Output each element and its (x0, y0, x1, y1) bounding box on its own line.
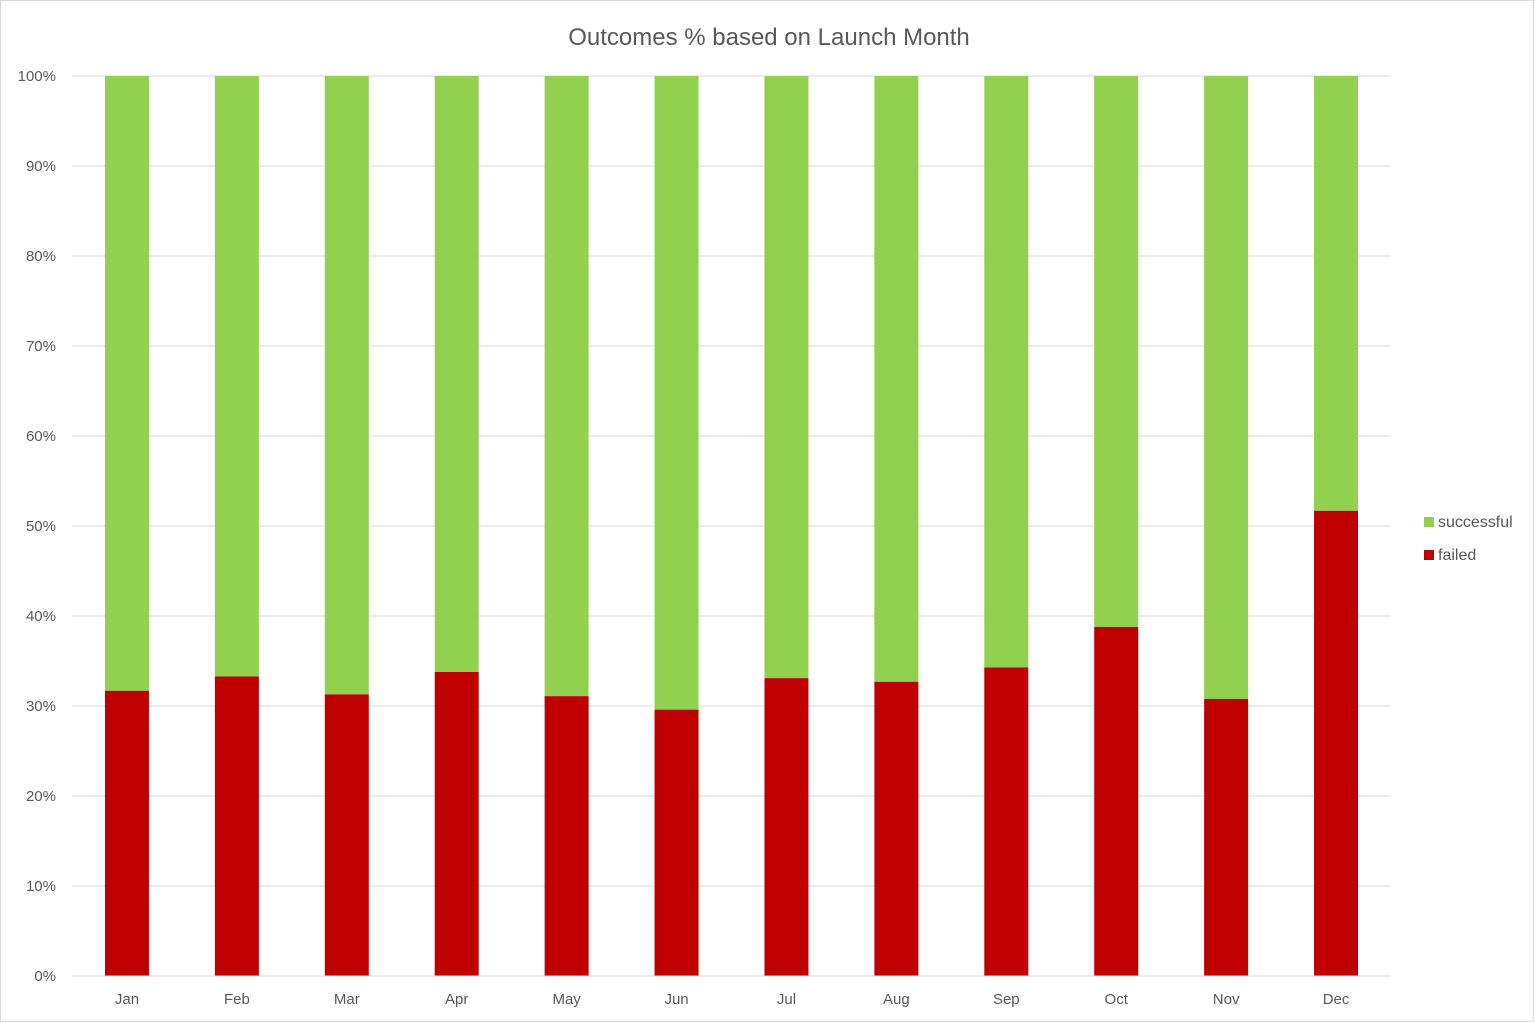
bar-failed-apr (434, 671, 479, 976)
y-tick-label: 70% (26, 338, 56, 355)
bar-successful-dec (1314, 76, 1359, 511)
y-tick-label: 30% (26, 698, 56, 715)
x-tick-label: Nov (1213, 991, 1240, 1008)
x-tick-label: Sep (993, 991, 1020, 1008)
bar-successful-mar (324, 76, 369, 695)
bar-failed-aug (874, 681, 919, 976)
bar-failed-mar (324, 694, 369, 976)
y-tick-label: 20% (26, 788, 56, 805)
y-tick-label: 80% (26, 248, 56, 265)
bar-successful-may (544, 76, 589, 697)
x-tick-label: Mar (334, 991, 360, 1008)
y-tick-label: 10% (26, 878, 56, 895)
x-tick-label: Apr (445, 991, 468, 1008)
x-tick-label: Jun (664, 991, 688, 1008)
gridlines (72, 75, 1391, 977)
legend-swatch-failed (1424, 550, 1434, 560)
x-tick-label: May (552, 991, 581, 1008)
bar-successful-jul (764, 76, 809, 679)
bar-failed-jul (764, 678, 809, 976)
bar-failed-dec (1314, 510, 1359, 976)
legend: successful failed (1424, 514, 1513, 564)
x-tick-label: Dec (1323, 991, 1350, 1008)
x-axis: Jan Feb Mar Apr May Jun Jul Aug Sep Oct Nov Dec (72, 975, 1391, 1008)
bar-failed-jun (654, 709, 699, 976)
bar-failed-nov (1204, 698, 1249, 976)
x-tick-label: Jul (777, 991, 796, 1008)
legend-label-successful: successful (1438, 514, 1513, 531)
bar-successful-sep (984, 76, 1029, 668)
legend-label-failed: failed (1438, 547, 1476, 564)
y-tick-label: 90% (26, 158, 56, 175)
bar-failed-jan (104, 690, 149, 976)
bar-failed-oct (1094, 626, 1139, 976)
x-tick-label: Jan (115, 991, 139, 1008)
bar-successful-oct (1094, 76, 1139, 627)
bar-successful-aug (874, 76, 919, 682)
y-tick-label: 0% (34, 968, 56, 985)
x-tick-label: Feb (224, 991, 250, 1008)
y-axis: 0% 10% 20% 30% 40% 50% 60% 70% 80% 90% 100% (18, 68, 56, 985)
bar-successful-jun (654, 76, 699, 710)
y-tick-label: 40% (26, 608, 56, 625)
y-tick-label: 50% (26, 518, 56, 535)
legend-swatch-successful (1424, 517, 1434, 527)
bar-successful-jan (104, 76, 149, 691)
bar-failed-sep (984, 667, 1029, 976)
bar-failed-may (544, 696, 589, 976)
bar-successful-feb (214, 76, 259, 677)
bar-successful-nov (1204, 76, 1249, 699)
chart-title: Outcomes % based on Launch Month (568, 24, 970, 51)
bars (104, 76, 1359, 976)
bar-successful-apr (434, 76, 479, 672)
y-tick-label: 100% (18, 68, 56, 85)
x-tick-label: Aug (883, 991, 910, 1008)
y-tick-label: 60% (26, 428, 56, 445)
x-tick-label: Oct (1105, 991, 1129, 1008)
bar-failed-feb (214, 676, 259, 976)
